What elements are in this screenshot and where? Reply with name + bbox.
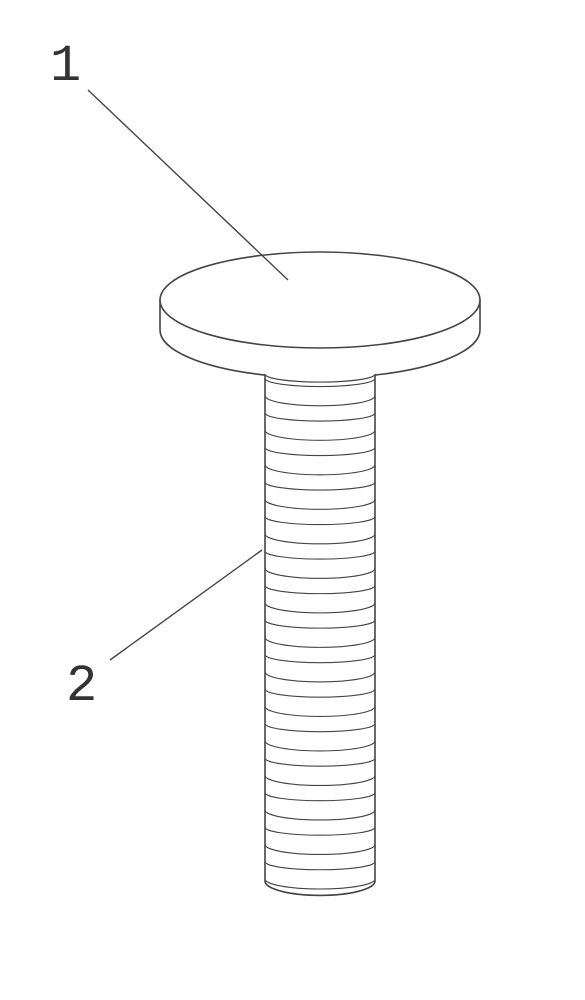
label-2-leader: [110, 550, 262, 660]
label-1: 1: [50, 37, 81, 96]
label-2: 2: [66, 657, 97, 716]
label-1-leader: [88, 90, 288, 280]
bolt-diagram: 12: [0, 0, 585, 1000]
